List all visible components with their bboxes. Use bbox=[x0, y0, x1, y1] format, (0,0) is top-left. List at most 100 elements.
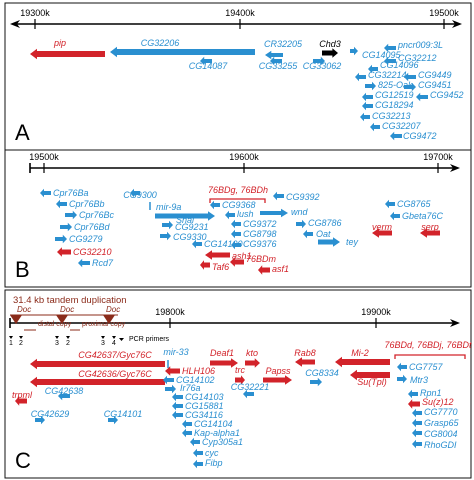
gene-label: CG7770 bbox=[424, 407, 458, 417]
gene-lush: lush bbox=[225, 209, 254, 220]
gene-label: Ir76a bbox=[180, 383, 201, 393]
gene-label: Papss bbox=[265, 366, 291, 376]
gene-arrow bbox=[110, 46, 255, 58]
panel-c: C 19800k 19900k CG42637/Gyc76C CG42636/Gyc76… bbox=[4, 289, 472, 479]
gene-label: verm bbox=[372, 222, 393, 232]
gene-label: CG9472 bbox=[403, 131, 437, 141]
gene-pip: pip bbox=[30, 38, 105, 60]
gene-cg14101: CG14101 bbox=[104, 409, 142, 425]
gene-cg7757: CG7757 bbox=[397, 362, 444, 372]
gene-cg33255: CG33255 bbox=[259, 56, 298, 71]
gene-cg9392: CG9392 bbox=[273, 191, 320, 202]
gene-cg42629: CG42629 bbox=[31, 409, 70, 425]
gene-cg9472: CG9472 bbox=[390, 131, 437, 141]
gene-oat: Oat bbox=[303, 229, 331, 239]
gene-label: trc bbox=[235, 365, 245, 375]
gene-cg42637-gyc76c: CG42637/Gyc76C bbox=[30, 350, 165, 370]
gene-arrow bbox=[35, 415, 45, 425]
gene-arrow bbox=[231, 229, 241, 239]
gene-label: CG32212 bbox=[398, 53, 437, 63]
annotation-label: Doc bbox=[106, 305, 120, 314]
gene-label: Cpr76Ba bbox=[53, 188, 89, 198]
gene-label: Deaf1 bbox=[210, 348, 234, 358]
gene-cg7770: CG7770 bbox=[412, 407, 458, 418]
gene-label: RhoGDI bbox=[424, 440, 457, 450]
gene-arrow bbox=[390, 211, 400, 221]
gene-label: CG14096 bbox=[380, 60, 419, 70]
gene-deaf1: Deaf1 bbox=[210, 348, 238, 368]
gene-label: CG32221 bbox=[231, 382, 270, 392]
gene-mi-2: Mi-2 bbox=[335, 348, 390, 368]
gene-arrow bbox=[200, 260, 210, 270]
axis-arrowhead-right bbox=[452, 20, 462, 28]
axis-arrowhead-left bbox=[10, 20, 20, 28]
gene-label: Taf6 bbox=[212, 262, 229, 272]
gene-gbeta76c: Gbeta76C bbox=[390, 211, 444, 221]
gene-label: CG9279 bbox=[69, 234, 103, 244]
pcr-primer-marker bbox=[101, 336, 105, 339]
gene-arrow bbox=[231, 219, 241, 229]
gene-cg14095: CG14095 bbox=[350, 46, 402, 60]
gene-arrow bbox=[172, 410, 183, 420]
gene-cg14087: CG14087 bbox=[189, 56, 229, 71]
gene-arrow bbox=[270, 56, 282, 66]
gene-label: Shal bbox=[176, 215, 195, 225]
gene-label: CG42629 bbox=[31, 409, 70, 419]
gene-wnd: wnd bbox=[260, 207, 309, 218]
gene-label: cyc bbox=[205, 448, 219, 458]
annotation-label: Doc bbox=[17, 305, 31, 314]
gene-cg14103: CG14103 bbox=[172, 392, 224, 402]
gene-cg8798: CG8798 bbox=[231, 229, 277, 239]
figure-panels: A 19300k 19400k 19500k pip CG32206 CR32205 Chd3… bbox=[4, 2, 472, 479]
gene-arrow bbox=[416, 92, 428, 102]
gene-label: CG18294 bbox=[375, 100, 414, 110]
gene-cg32210: CG32210 bbox=[57, 247, 112, 257]
annotation-label: 4 bbox=[112, 340, 116, 347]
gene-cg9451: CG9451 bbox=[404, 80, 452, 92]
gene-pncr009-3l: pncr009:3L bbox=[384, 40, 443, 53]
gene-label: trpml bbox=[12, 390, 33, 400]
gene-group-bracket bbox=[209, 198, 266, 203]
gene-label: ash1 bbox=[232, 251, 252, 261]
coordinate-axis: 19300k 19400k 19500k bbox=[10, 8, 462, 29]
panel-frame bbox=[4, 149, 472, 288]
gene-trc: trc bbox=[235, 365, 245, 385]
gene-label: Fibp bbox=[205, 458, 223, 468]
gene-cg9372: CG9372 bbox=[231, 219, 277, 229]
gene-label: CG12519 bbox=[375, 90, 414, 100]
gene-arrow bbox=[385, 199, 395, 209]
gene-label: CG14087 bbox=[189, 61, 229, 71]
gene-label: kto bbox=[246, 348, 258, 358]
gene-cpr76bd: Cpr76Bd bbox=[60, 222, 111, 232]
gene-label: CG8004 bbox=[424, 429, 458, 439]
gene-label: Mi-2 bbox=[351, 348, 369, 358]
gene-cg32207: CG32207 bbox=[370, 121, 422, 132]
axis-arrowhead-right bbox=[450, 164, 460, 172]
gene-label: wnd bbox=[291, 207, 309, 217]
gene-label: CG14102 bbox=[176, 375, 215, 385]
gene-arrow bbox=[162, 220, 173, 230]
gene-arrow bbox=[263, 375, 292, 385]
gene-arrow bbox=[412, 428, 422, 438]
gene-cr32205: CR32205 bbox=[264, 39, 303, 60]
gene-label: CG32207 bbox=[382, 121, 422, 131]
gene-arrow bbox=[350, 369, 390, 381]
gene-arrow bbox=[362, 92, 373, 102]
gene-asf1: asf1 bbox=[258, 264, 289, 275]
gene-label: pncr009:3L bbox=[397, 40, 443, 50]
gene-serp: serp bbox=[420, 222, 440, 238]
gene-label: asf1 bbox=[272, 264, 289, 274]
gene-cg8765: CG8765 bbox=[385, 199, 432, 209]
gene-arrow bbox=[192, 239, 202, 249]
gene-arrow bbox=[384, 43, 396, 53]
gene-verm: verm bbox=[372, 222, 393, 238]
gene-arrow bbox=[412, 418, 422, 428]
gene-arrow bbox=[160, 231, 171, 241]
gene-arrow bbox=[15, 396, 27, 406]
gene-arrow bbox=[245, 358, 260, 368]
gene-arrow bbox=[355, 72, 366, 82]
gene-label: pip bbox=[53, 38, 66, 48]
gene-mir-9a: mir-9a bbox=[149, 202, 181, 212]
gene-cg9452: CG9452 bbox=[416, 90, 464, 102]
